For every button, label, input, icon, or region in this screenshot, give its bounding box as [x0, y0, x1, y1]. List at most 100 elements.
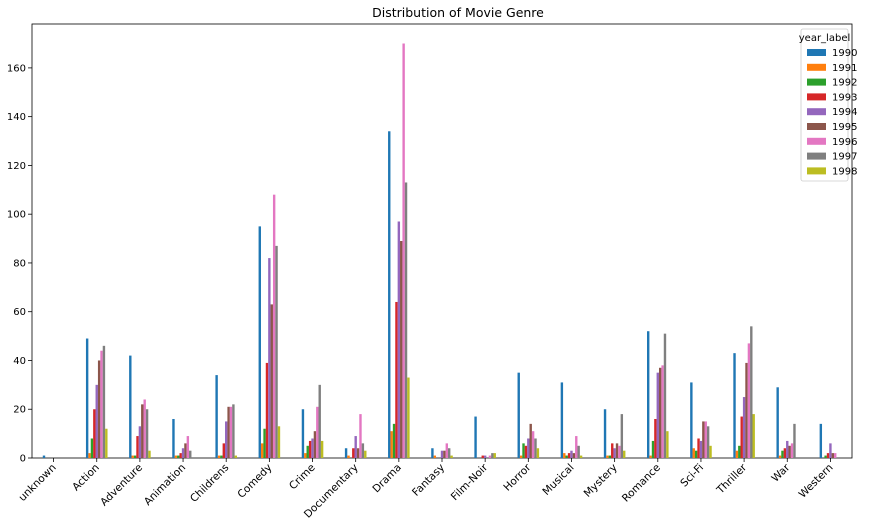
bar	[651, 440, 655, 458]
bar	[232, 404, 235, 458]
bar	[174, 455, 178, 458]
y-tick-label: 20	[13, 405, 26, 416]
bar	[100, 350, 103, 458]
y-tick-label: 40	[13, 356, 26, 367]
bar	[308, 440, 312, 458]
legend-label: 1995	[832, 122, 857, 133]
x-tick-label: Animation	[142, 462, 188, 508]
bar	[661, 365, 664, 458]
bar	[575, 436, 578, 458]
bar	[172, 418, 175, 458]
bar	[400, 241, 403, 458]
x-tick-label: Childrens	[188, 462, 231, 505]
bar	[102, 345, 106, 458]
bar	[606, 455, 609, 458]
bar	[447, 448, 451, 458]
bar	[572, 453, 576, 458]
bar	[663, 333, 667, 458]
bar	[733, 353, 736, 458]
x-tick-label: unknown	[16, 462, 58, 504]
bar	[603, 409, 607, 458]
bar	[474, 416, 477, 458]
bar	[227, 406, 230, 458]
bar	[301, 409, 305, 458]
legend-label: 1992	[832, 78, 857, 89]
bar	[311, 438, 314, 458]
legend-label: 1996	[832, 137, 857, 148]
x-tick-label: Crime	[287, 462, 318, 493]
bar	[623, 450, 626, 458]
bar	[536, 448, 540, 458]
bar	[313, 431, 317, 458]
legend-swatch	[807, 93, 826, 101]
bar	[42, 455, 46, 458]
bar	[656, 372, 659, 458]
bar	[649, 455, 652, 458]
bar	[697, 438, 700, 458]
bar	[138, 426, 142, 458]
bar	[781, 450, 784, 458]
bar	[354, 436, 357, 458]
bar	[388, 131, 391, 458]
x-tick-label: War	[769, 461, 792, 484]
bar	[148, 450, 151, 458]
bar	[407, 377, 410, 458]
bar	[133, 455, 137, 458]
y-tick-label: 140	[7, 112, 26, 123]
bar	[563, 453, 566, 458]
bar	[222, 443, 226, 458]
bar	[395, 301, 398, 458]
bar	[217, 455, 221, 458]
bar	[450, 455, 453, 458]
bar	[618, 445, 621, 458]
x-tick-label: Adventure	[98, 462, 145, 509]
x-tick-label: Film-Noir	[449, 461, 491, 503]
x-tick-label: Thriller	[714, 461, 750, 497]
bar	[352, 448, 355, 458]
bar	[229, 406, 233, 458]
bar	[776, 387, 779, 458]
legend-swatch	[807, 137, 826, 145]
bar	[834, 453, 837, 458]
bar	[790, 443, 794, 458]
bar	[361, 443, 365, 458]
bar	[220, 455, 223, 458]
bar	[260, 443, 264, 458]
bar	[136, 436, 139, 458]
y-tick-label: 60	[13, 307, 26, 318]
y-axis: 0 20 40 60 80 100 120 140 160	[7, 63, 32, 465]
bar	[97, 360, 101, 458]
bar	[179, 453, 182, 458]
bar	[258, 226, 261, 458]
plot-frame	[31, 23, 853, 459]
bar	[270, 304, 273, 458]
bar	[277, 426, 281, 458]
bar	[275, 245, 278, 458]
bar	[529, 423, 532, 458]
bar	[90, 438, 94, 458]
legend-swatch	[807, 63, 826, 71]
legend-swatch	[807, 123, 826, 130]
legend-label: 1997	[832, 152, 857, 163]
bar	[793, 423, 796, 458]
bar	[560, 382, 564, 458]
bar	[735, 450, 739, 458]
bar	[788, 445, 791, 458]
bar	[740, 416, 743, 458]
x-tick-label: Comedy	[235, 462, 274, 501]
bar	[819, 423, 823, 458]
legend-label: 1998	[832, 166, 857, 177]
bar	[359, 414, 362, 458]
bar	[440, 450, 444, 458]
bar	[177, 455, 180, 458]
bar	[263, 428, 266, 458]
bar	[433, 455, 437, 458]
legend-label: 1994	[832, 107, 857, 118]
bar	[225, 421, 228, 458]
bar	[666, 431, 669, 458]
bar	[706, 426, 710, 458]
legend-swatch	[807, 167, 826, 175]
